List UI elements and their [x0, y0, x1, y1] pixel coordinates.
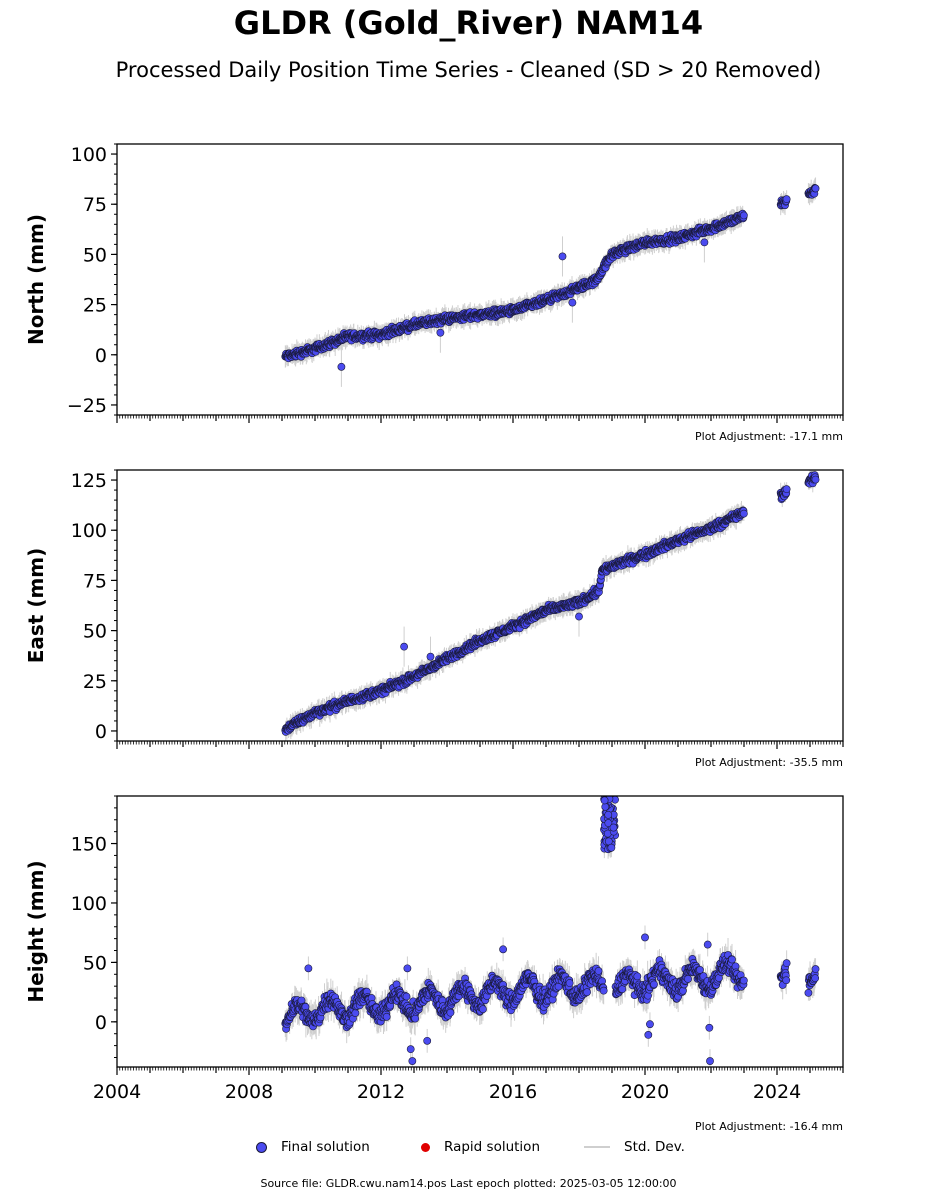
- y-tick-label: 25: [83, 295, 107, 317]
- y-tick-label: 100: [71, 144, 107, 166]
- panel-0: −25 0 25 50 75 100 North (mm) Plot Adjustment: …: [24, 143, 844, 443]
- chart-subtitle: Processed Daily Position Time Series - C…: [115, 58, 822, 82]
- final-solution-points: [281, 184, 820, 371]
- y-tick-label: −25: [67, 395, 107, 417]
- y-axis-label: North (mm): [24, 214, 48, 345]
- outlier-point: [700, 238, 709, 247]
- outlier-point: [558, 252, 567, 261]
- outlier-point: [436, 328, 445, 337]
- stddev-bars: [284, 177, 817, 387]
- plot-adjustment-note: Plot Adjustment: -17.1 mm: [695, 430, 843, 443]
- y-tick-label: 75: [83, 194, 107, 216]
- data-point: [739, 211, 748, 220]
- chart-title: GLDR (Gold_River) NAM14: [233, 4, 704, 42]
- outlier-point: [568, 298, 577, 307]
- data-point: [811, 184, 820, 193]
- y-tick-label: 0: [95, 345, 107, 367]
- final-solution-points: [281, 471, 820, 736]
- data-point: [782, 195, 791, 204]
- plot-frame: [116, 143, 844, 416]
- y-tick-label: 50: [83, 244, 107, 266]
- outlier-point: [337, 362, 346, 371]
